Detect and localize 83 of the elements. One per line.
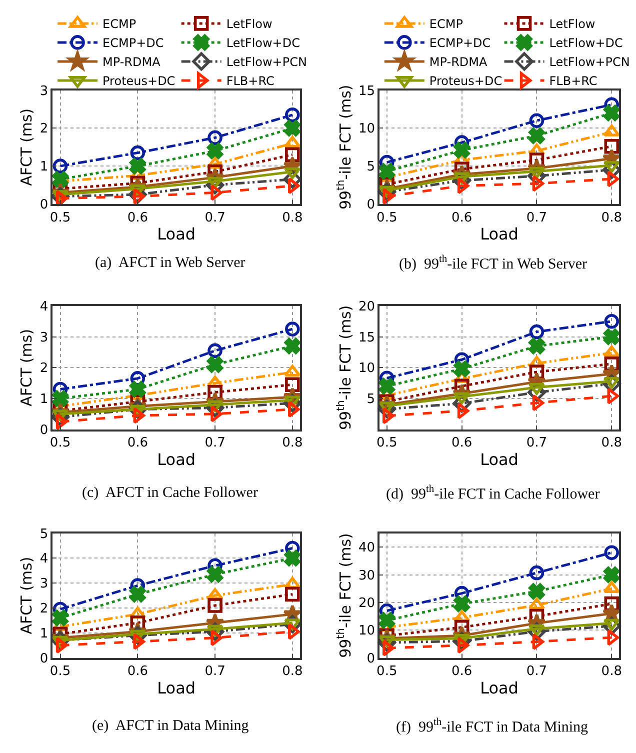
x-axis-title: Load bbox=[480, 450, 518, 469]
y-tick-label: 10 bbox=[358, 361, 376, 376]
text: (a) AFCT in Web Server bbox=[95, 255, 246, 271]
x-tick-label: 0.8 bbox=[282, 664, 303, 680]
x-tick-label: 0.7 bbox=[526, 664, 548, 680]
x-tick-label: 0.6 bbox=[451, 210, 472, 226]
legend-label: ECMP+DC bbox=[429, 36, 491, 50]
y-tick-label: 5 bbox=[40, 526, 48, 542]
y-tick-label: 2 bbox=[40, 602, 48, 617]
text: (b) 99$^{th}$-ile FCT in Web Server bbox=[399, 254, 588, 272]
x-tick-label: 0.6 bbox=[127, 436, 148, 451]
y-axis-title: AFCT (ms) bbox=[18, 328, 36, 406]
legend-label: MP-RDMA bbox=[429, 55, 488, 70]
legend-label: LetFlow bbox=[549, 17, 596, 32]
x-axis-title: Load bbox=[157, 450, 196, 469]
y-tick-label: 0 bbox=[40, 422, 48, 438]
x-tick-label: 0.5 bbox=[376, 664, 398, 680]
y-tick-label: 1 bbox=[40, 626, 48, 642]
x-tick-label: 0.8 bbox=[282, 436, 303, 451]
text: (c) AFCT in Cache Follower bbox=[82, 485, 258, 501]
y-tick-label: 2 bbox=[40, 122, 48, 137]
x-tick-label: 0.7 bbox=[526, 436, 548, 451]
y-tick-label: 3 bbox=[40, 330, 48, 346]
y-tick-label: 0 bbox=[40, 651, 48, 666]
legend-label: ECMP bbox=[102, 17, 136, 32]
y-tick-label: 4 bbox=[40, 552, 48, 567]
x-tick-label: 0.5 bbox=[50, 210, 71, 226]
y-axis-title: AFCT (ms) bbox=[18, 556, 36, 634]
x-tick-label: 0.6 bbox=[451, 664, 472, 680]
y-tick-label: 1 bbox=[40, 160, 48, 175]
x-tick-label: 0.6 bbox=[127, 664, 148, 680]
y-tick-label: 15 bbox=[358, 330, 376, 346]
y-tick-label: 5 bbox=[366, 392, 376, 408]
x-tick-label: 0.6 bbox=[127, 210, 148, 226]
legend-label: MP-RDMA bbox=[102, 55, 162, 70]
y-tick-label: 3 bbox=[40, 576, 48, 592]
x-tick-label: 0.6 bbox=[451, 436, 472, 451]
y-axis-title: AFCT (ms) bbox=[18, 108, 36, 186]
legend-label: ECMP+DC bbox=[102, 36, 164, 50]
x-tick-label: 0.5 bbox=[376, 436, 398, 451]
y-tick-label: 0 bbox=[366, 651, 376, 666]
legend-label: ECMP bbox=[429, 17, 463, 32]
y-tick-label: 10 bbox=[358, 624, 376, 639]
x-axis-title: Load bbox=[480, 678, 518, 698]
y-tick-label: 15 bbox=[358, 84, 376, 99]
legend-label: LetFlow bbox=[226, 17, 272, 32]
legend-label: LetFlow+PCN bbox=[226, 55, 307, 70]
y-tick-label: 20 bbox=[358, 299, 376, 314]
legend-label: LetFlow+DC bbox=[549, 36, 623, 50]
y-tick-label: 5 bbox=[366, 160, 376, 175]
y-tick-label: 2 bbox=[40, 361, 48, 376]
y-tick-label: 3 bbox=[40, 84, 48, 99]
legend-label: LetFlow+DC bbox=[226, 36, 300, 50]
legend-label: Proteus+DC bbox=[429, 74, 502, 88]
y-tick-label: 1 bbox=[40, 392, 48, 408]
x-axis-title: Load bbox=[480, 224, 518, 244]
legend-label: Proteus+DC bbox=[102, 74, 176, 88]
x-tick-label: 0.7 bbox=[204, 664, 226, 680]
x-axis-title: Load bbox=[157, 678, 196, 698]
x-tick-label: 0.7 bbox=[204, 210, 226, 226]
legend-label: FLB+RC bbox=[549, 74, 598, 88]
y-tick-label: 10 bbox=[358, 122, 376, 137]
x-tick-label: 0.8 bbox=[601, 210, 622, 226]
y-tick-label: 30 bbox=[358, 568, 376, 584]
x-tick-label: 0.8 bbox=[601, 436, 622, 451]
y-tick-label: 0 bbox=[366, 198, 376, 213]
y-tick-label: 4 bbox=[40, 299, 48, 314]
x-tick-label: 0.5 bbox=[50, 436, 71, 451]
text: (f) 99$^{th}$-ile FCT in Data Mining bbox=[396, 717, 589, 736]
legend-label: LetFlow+PCN bbox=[549, 55, 630, 70]
text: (e) AFCT in Data Mining bbox=[92, 718, 250, 734]
x-tick-label: 0.7 bbox=[204, 436, 226, 451]
x-tick-label: 0.7 bbox=[526, 210, 548, 226]
y-tick-label: 20 bbox=[358, 596, 376, 611]
text: (d) 99$^{th}$-ile FCT in Cache Follower bbox=[386, 484, 600, 502]
x-tick-label: 0.8 bbox=[282, 210, 303, 226]
legend-label: FLB+RC bbox=[226, 74, 274, 88]
x-axis-title: Load bbox=[157, 224, 196, 244]
y-tick-label: 0 bbox=[40, 198, 48, 213]
x-tick-label: 0.5 bbox=[376, 210, 398, 226]
y-tick-label: 40 bbox=[358, 540, 376, 556]
x-tick-label: 0.5 bbox=[50, 664, 71, 680]
x-tick-label: 0.8 bbox=[601, 664, 622, 680]
